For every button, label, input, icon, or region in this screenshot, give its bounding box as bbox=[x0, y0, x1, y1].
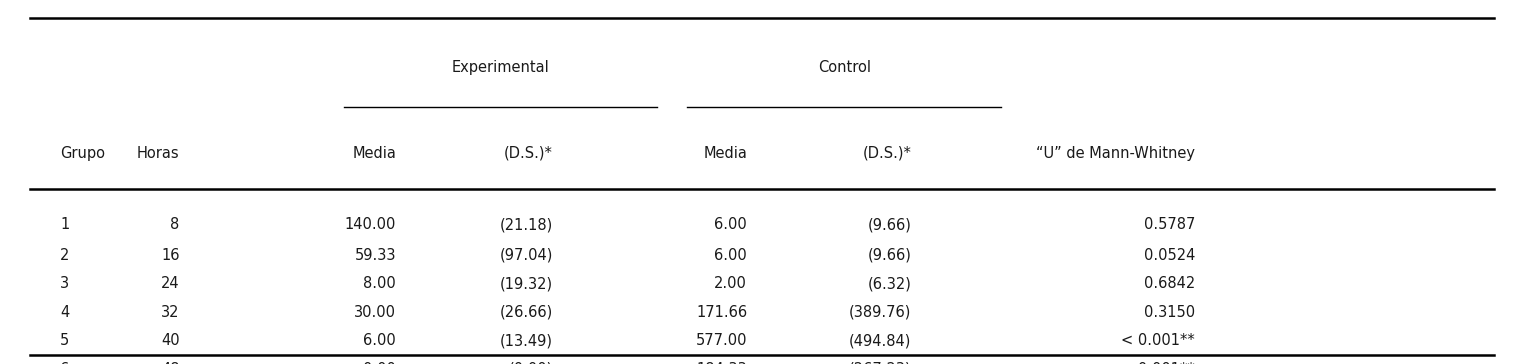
Text: 0.6842: 0.6842 bbox=[1145, 276, 1195, 291]
Text: 40: 40 bbox=[162, 333, 180, 348]
Text: (19.32): (19.32) bbox=[500, 276, 553, 291]
Text: (389.76): (389.76) bbox=[849, 305, 911, 320]
Text: 24: 24 bbox=[162, 276, 180, 291]
Text: (267.23): (267.23) bbox=[849, 362, 911, 364]
Text: 0.00: 0.00 bbox=[363, 362, 396, 364]
Text: (97.04): (97.04) bbox=[500, 248, 553, 263]
Text: 8.00: 8.00 bbox=[363, 276, 396, 291]
Text: < 0.001**: < 0.001** bbox=[1122, 362, 1195, 364]
Text: 30.00: 30.00 bbox=[354, 305, 396, 320]
Text: (D.S.)*: (D.S.)* bbox=[863, 146, 911, 161]
Text: 1: 1 bbox=[59, 217, 69, 232]
Text: 140.00: 140.00 bbox=[344, 217, 396, 232]
Text: 0.3150: 0.3150 bbox=[1145, 305, 1195, 320]
Text: 4: 4 bbox=[59, 305, 69, 320]
Text: 3: 3 bbox=[59, 276, 69, 291]
Text: 8: 8 bbox=[171, 217, 180, 232]
Text: 6: 6 bbox=[59, 362, 69, 364]
Text: 6.00: 6.00 bbox=[363, 333, 396, 348]
Text: (6.32): (6.32) bbox=[867, 276, 911, 291]
Text: 577.00: 577.00 bbox=[695, 333, 747, 348]
Text: 6.00: 6.00 bbox=[715, 248, 747, 263]
Text: 5: 5 bbox=[59, 333, 69, 348]
Text: (9.66): (9.66) bbox=[867, 248, 911, 263]
Text: 0.5787: 0.5787 bbox=[1143, 217, 1195, 232]
Text: Horas: Horas bbox=[137, 146, 180, 161]
Text: 59.33: 59.33 bbox=[355, 248, 396, 263]
Text: 2.00: 2.00 bbox=[715, 276, 747, 291]
Text: (9.66): (9.66) bbox=[867, 217, 911, 232]
Text: Media: Media bbox=[352, 146, 396, 161]
Text: 6.00: 6.00 bbox=[715, 217, 747, 232]
Text: (0.00): (0.00) bbox=[509, 362, 553, 364]
Text: (13.49): (13.49) bbox=[500, 333, 553, 348]
Text: 0.0524: 0.0524 bbox=[1143, 248, 1195, 263]
Text: 32: 32 bbox=[162, 305, 180, 320]
Text: 184.33: 184.33 bbox=[696, 362, 747, 364]
Text: (D.S.)*: (D.S.)* bbox=[504, 146, 553, 161]
Text: 48: 48 bbox=[162, 362, 180, 364]
Text: 16: 16 bbox=[162, 248, 180, 263]
Text: Control: Control bbox=[818, 60, 870, 75]
Text: Grupo: Grupo bbox=[59, 146, 105, 161]
Text: (494.84): (494.84) bbox=[849, 333, 911, 348]
Text: (26.66): (26.66) bbox=[500, 305, 553, 320]
Text: Media: Media bbox=[703, 146, 747, 161]
Text: 171.66: 171.66 bbox=[696, 305, 747, 320]
Text: (21.18): (21.18) bbox=[500, 217, 553, 232]
Text: Experimental: Experimental bbox=[451, 60, 550, 75]
Text: 2: 2 bbox=[59, 248, 70, 263]
Text: “U” de Mann-Whitney: “U” de Mann-Whitney bbox=[1036, 146, 1195, 161]
Text: < 0.001**: < 0.001** bbox=[1122, 333, 1195, 348]
